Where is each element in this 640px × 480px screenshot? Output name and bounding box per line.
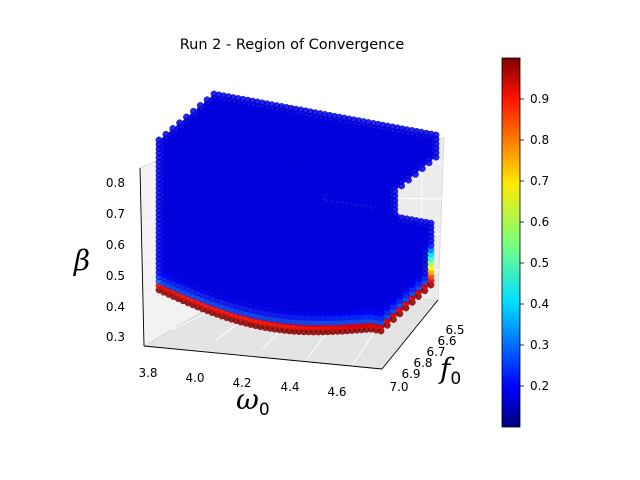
scatter-point [432, 131, 440, 139]
scatter-point [415, 231, 422, 239]
scatter-point [427, 219, 435, 227]
scatter-point [421, 225, 429, 233]
scatter-point [425, 137, 433, 145]
chart-title: Run 2 - Region of Convergence [180, 37, 405, 53]
scatter-point [418, 143, 426, 150]
scatter-points [155, 90, 440, 336]
